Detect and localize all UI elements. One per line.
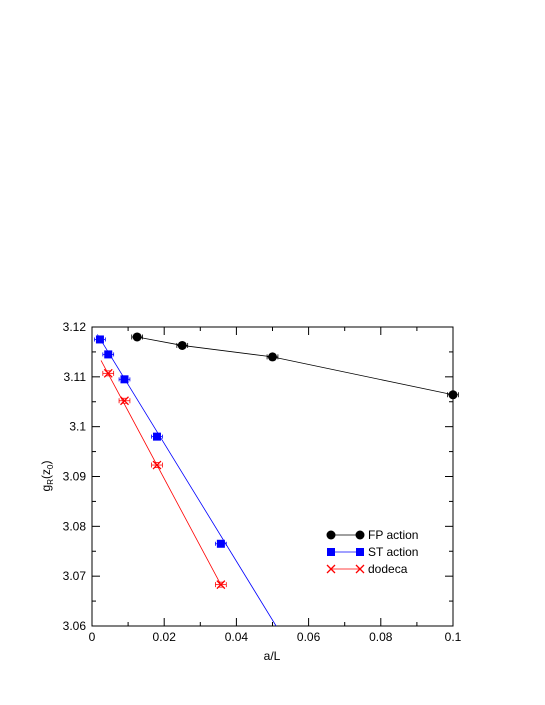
series-line (100, 360, 222, 585)
legend-entry: FP action (326, 528, 418, 542)
series-st-action (94, 334, 277, 626)
data-point (268, 352, 277, 362)
legend: FP action ST action dodeca (326, 528, 418, 576)
y-axis-label-paren: (z (39, 469, 53, 479)
legend-entry: ST action (327, 545, 418, 559)
legend-entry: dodeca (326, 562, 408, 576)
data-point (216, 580, 226, 590)
y-tick-label: 3.11 (64, 370, 87, 384)
series-fp-action (131, 332, 459, 400)
y-axis-label-sub2: 0 (46, 464, 55, 469)
data-point (152, 460, 162, 470)
y-tick-label: 3.1 (69, 420, 86, 434)
axis-ticks (91, 326, 454, 627)
x-tick-label: 0.02 (153, 630, 177, 644)
data-point (152, 432, 161, 441)
legend-marker (327, 548, 335, 556)
data-point (104, 350, 113, 359)
y-tick-label: 3.09 (63, 470, 87, 484)
data-point (95, 335, 104, 344)
y-tick-label: 3.12 (63, 320, 87, 334)
data-point (448, 390, 458, 400)
data-point (103, 368, 113, 378)
legend-label: dodeca (368, 562, 408, 576)
data-point (216, 539, 225, 548)
legend-marker (356, 548, 364, 556)
y-axis-label-sub: R (46, 479, 55, 485)
y-axis-label-base: g (39, 485, 53, 492)
y-axis-label-close: ) (39, 461, 53, 465)
axis-tick-labels: 0 0.02 0.04 0.06 0.08 0.1 3.06 3.07 3.08 3.09 3.1 3… (63, 320, 462, 644)
series-layer (94, 332, 459, 626)
y-tick-label: 3.06 (63, 619, 87, 633)
data-point (120, 375, 129, 384)
series-dodeca (100, 360, 227, 590)
x-axis-label: a/L (264, 649, 281, 663)
legend-label: ST action (368, 545, 418, 559)
legend-marker (355, 564, 365, 574)
data-point (177, 340, 187, 350)
y-tick-label: 3.08 (63, 519, 87, 533)
legend-marker (355, 530, 365, 540)
legend-label: FP action (368, 528, 418, 542)
legend-marker (326, 530, 336, 540)
data-point (132, 332, 142, 342)
x-tick-label: 0 (89, 630, 96, 644)
x-tick-label: 0.08 (369, 630, 393, 644)
series-line (137, 336, 453, 396)
plot-frame (91, 326, 454, 627)
legend-marker (326, 564, 336, 574)
x-tick-label: 0.1 (445, 630, 462, 644)
data-point (120, 396, 129, 406)
x-tick-label: 0.06 (297, 630, 321, 644)
y-axis-label: gR(z0) (39, 461, 55, 492)
x-tick-label: 0.04 (225, 630, 249, 644)
y-tick-label: 3.07 (63, 569, 87, 583)
